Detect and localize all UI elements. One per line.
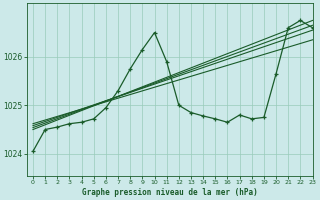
X-axis label: Graphe pression niveau de la mer (hPa): Graphe pression niveau de la mer (hPa): [82, 188, 258, 197]
